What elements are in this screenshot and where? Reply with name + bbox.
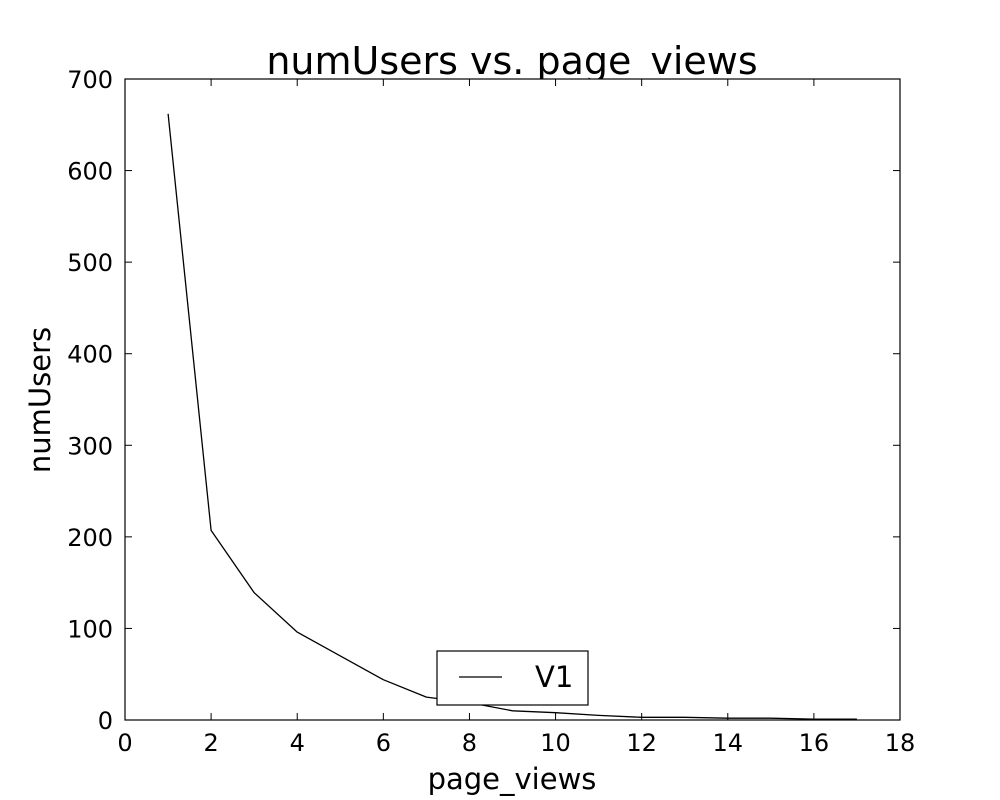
x-tick-label: 18: [885, 729, 916, 757]
x-tick-label: 10: [540, 729, 571, 757]
y-tick-label: 500: [67, 249, 113, 277]
y-tick-label: 600: [67, 158, 113, 186]
y-tick-label: 700: [67, 66, 113, 94]
x-tick-label: 14: [713, 729, 744, 757]
chart-title: numUsers vs. page_views: [266, 39, 757, 83]
y-tick-label: 100: [67, 615, 113, 643]
legend-box: [436, 650, 589, 706]
x-tick-label: 6: [376, 729, 391, 757]
x-tick-label: 0: [117, 729, 132, 757]
y-axis-label: numUsers: [23, 327, 57, 473]
y-tick-label: 0: [98, 707, 113, 735]
y-tick-label: 300: [67, 432, 113, 460]
x-tick-label: 12: [626, 729, 657, 757]
x-tick-label: 16: [799, 729, 830, 757]
x-tick-label: 2: [203, 729, 218, 757]
series-line-v1: [167, 113, 857, 720]
x-axis: 0 2 4 6 8 10 12 14 16 18: [117, 79, 915, 757]
series-layer: [167, 113, 857, 720]
y-axis: 0 100 200 300 400 500 600 700: [67, 66, 900, 735]
y-tick-label: 200: [67, 524, 113, 552]
legend: V1: [436, 650, 589, 706]
plot-area: [124, 78, 901, 721]
x-tick-label: 4: [290, 729, 305, 757]
x-tick-label: 8: [462, 729, 477, 757]
y-tick-label: 400: [67, 341, 113, 369]
legend-label-v1: V1: [535, 660, 573, 694]
x-axis-label: page_views: [428, 762, 597, 796]
